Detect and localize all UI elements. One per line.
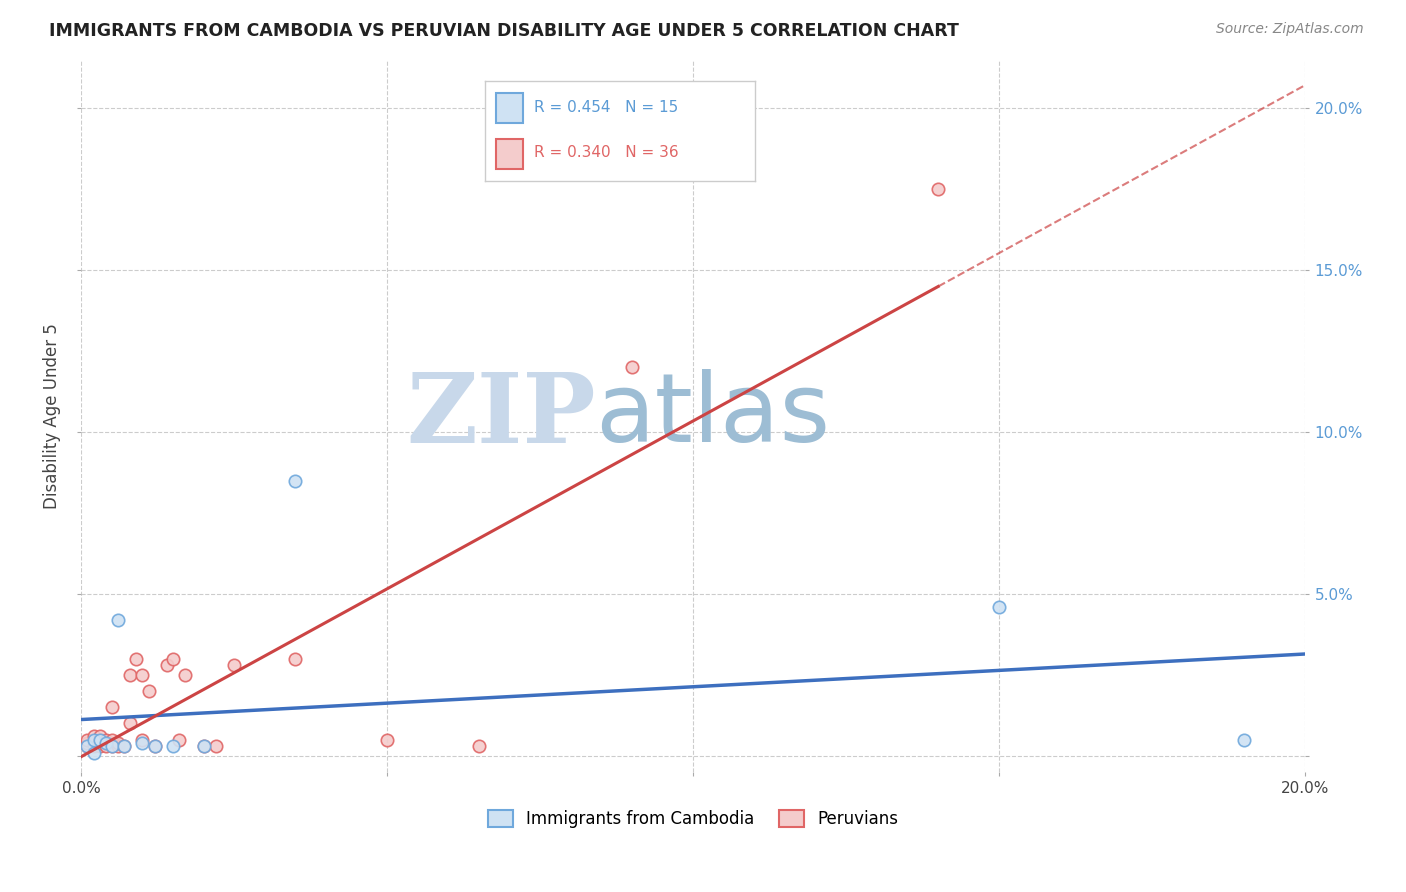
Point	[83, 746, 105, 760]
Point	[107, 613, 129, 627]
Point	[131, 668, 153, 682]
Point	[468, 739, 491, 753]
Point	[107, 739, 129, 753]
Point	[156, 658, 179, 673]
Point	[89, 736, 111, 750]
Legend: Immigrants from Cambodia, Peruvians: Immigrants from Cambodia, Peruvians	[481, 804, 905, 835]
Point	[143, 739, 166, 753]
Point	[1233, 732, 1256, 747]
Point	[94, 736, 117, 750]
Point	[205, 739, 228, 753]
Point	[112, 739, 135, 753]
Point	[83, 739, 105, 753]
Point	[107, 736, 129, 750]
Point	[120, 668, 142, 682]
Point	[101, 739, 124, 753]
Point	[76, 736, 98, 750]
Y-axis label: Disability Age Under 5: Disability Age Under 5	[44, 323, 60, 508]
Point	[131, 732, 153, 747]
Point	[101, 732, 124, 747]
Point	[112, 739, 135, 753]
Point	[143, 739, 166, 753]
Point	[167, 732, 190, 747]
Point	[927, 182, 949, 196]
Text: ZIP: ZIP	[406, 368, 595, 463]
Point	[193, 739, 215, 753]
Point	[375, 732, 398, 747]
Point	[89, 739, 111, 753]
Point	[138, 684, 160, 698]
Point	[988, 599, 1011, 614]
Point	[284, 474, 307, 488]
Point	[89, 730, 111, 744]
Text: atlas: atlas	[595, 369, 831, 462]
Point	[193, 739, 215, 753]
Point	[120, 716, 142, 731]
Point	[125, 651, 148, 665]
Point	[224, 658, 246, 673]
Point	[94, 739, 117, 753]
Point	[83, 732, 105, 747]
Point	[101, 739, 124, 753]
Point	[162, 739, 184, 753]
Point	[284, 651, 307, 665]
Point	[76, 739, 98, 753]
Point	[76, 739, 98, 753]
Point	[174, 668, 197, 682]
Point	[94, 732, 117, 747]
Point	[131, 736, 153, 750]
Text: IMMIGRANTS FROM CAMBODIA VS PERUVIAN DISABILITY AGE UNDER 5 CORRELATION CHART: IMMIGRANTS FROM CAMBODIA VS PERUVIAN DIS…	[49, 22, 959, 40]
Point	[76, 732, 98, 747]
Point	[162, 651, 184, 665]
Point	[89, 732, 111, 747]
Point	[83, 730, 105, 744]
Point	[101, 700, 124, 714]
Point	[621, 360, 644, 375]
Text: Source: ZipAtlas.com: Source: ZipAtlas.com	[1216, 22, 1364, 37]
Point	[89, 732, 111, 747]
